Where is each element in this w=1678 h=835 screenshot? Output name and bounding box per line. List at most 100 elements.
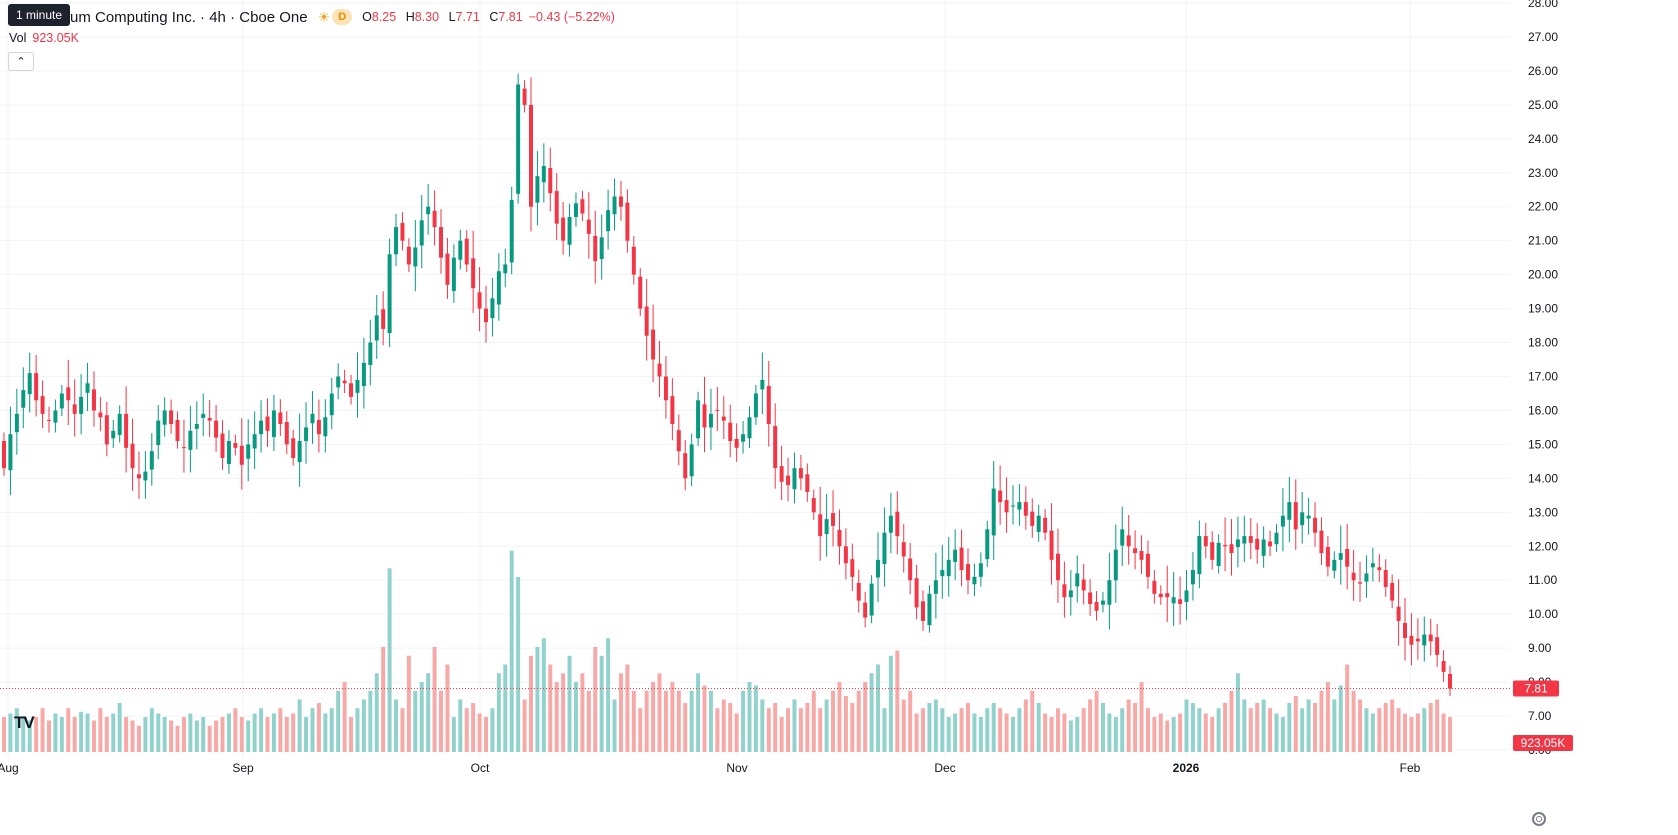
volume-bar — [1422, 708, 1427, 752]
volume-bar — [837, 682, 842, 752]
volume-bar — [702, 685, 707, 752]
volume-bar — [188, 713, 193, 752]
volume-bar — [1235, 673, 1240, 752]
volume-bar — [477, 713, 482, 752]
candle-body — [1036, 515, 1041, 533]
candle-body — [676, 430, 681, 452]
candle-body — [953, 549, 958, 562]
candle-body — [162, 410, 167, 425]
volume-bar — [451, 717, 456, 752]
volume-bar — [959, 708, 964, 752]
candle-body — [856, 582, 861, 601]
candle-body — [1068, 590, 1073, 598]
candle-body — [1171, 597, 1176, 604]
candle-body — [329, 393, 334, 416]
volume-bar — [46, 720, 51, 752]
volume-bar — [175, 725, 180, 752]
candle-body — [8, 434, 13, 471]
candle-body — [548, 168, 553, 194]
time-tick-label: Feb — [1400, 761, 1421, 775]
volume-bar — [760, 699, 765, 752]
candle-body — [567, 216, 572, 245]
price-tick-label: 15.00 — [1528, 437, 1558, 451]
settings-icon[interactable] — [1532, 812, 1546, 826]
volume-bar — [1319, 690, 1324, 752]
candle-body — [336, 376, 341, 388]
symbol-title[interactable]: um Computing Inc. · 4h · Cboe One — [70, 8, 308, 26]
volume-bar — [484, 717, 488, 752]
candle-body — [439, 227, 444, 258]
candle-body — [593, 235, 598, 262]
candle-body — [291, 438, 296, 458]
candle-body — [850, 559, 855, 577]
volume-bar — [908, 690, 913, 752]
volume-value: 923.05K — [32, 31, 79, 45]
volume-bar — [1030, 690, 1035, 752]
candle-body — [933, 580, 938, 594]
chevron-up-icon: ⌃ — [16, 56, 26, 68]
collapse-legend-button[interactable]: ⌃ — [8, 52, 34, 71]
volume-bar — [1210, 717, 1215, 752]
price-tick-label: 11.00 — [1528, 573, 1557, 587]
volume-bar — [1075, 717, 1080, 752]
volume-bar — [291, 713, 296, 752]
candle-body — [876, 559, 881, 578]
volume-bar — [387, 568, 392, 752]
candle-body — [1338, 553, 1343, 560]
candle-body — [1306, 515, 1311, 519]
volume-bar — [381, 647, 386, 752]
candle-body — [612, 196, 617, 215]
volume-bar — [991, 703, 996, 752]
candle-body — [104, 415, 109, 445]
volume-bar — [1396, 708, 1401, 752]
tradingview-logo[interactable]: TV — [14, 713, 35, 732]
volume-bar — [278, 708, 283, 752]
volume-bar — [708, 690, 713, 752]
candle-body — [1062, 584, 1067, 598]
volume-bar — [1068, 720, 1073, 752]
volume-bar — [406, 655, 411, 752]
candle-body — [715, 409, 720, 411]
candle-body — [670, 396, 675, 425]
last-price-tag — [1513, 680, 1559, 697]
candle-body — [606, 210, 611, 232]
sun-icon[interactable]: ☀ — [317, 8, 331, 25]
volume-bar — [921, 708, 926, 752]
price-axis[interactable]: 28.00 27.00 26.00 25.00 24.00 23.00 22.00 21.00… — [1528, 0, 1558, 757]
volume-bar — [567, 655, 572, 752]
volume-bar — [554, 682, 559, 752]
volume-bar — [130, 720, 135, 752]
candle-body — [882, 532, 887, 564]
candle-body — [458, 240, 463, 260]
volume-bar — [927, 703, 932, 752]
candle-body — [1030, 511, 1035, 526]
volume-bar — [400, 708, 405, 752]
volume-bar — [34, 717, 39, 752]
candle-body — [683, 453, 688, 479]
candle-body — [304, 427, 309, 442]
volume-legend[interactable]: Vol 923.05K — [9, 31, 79, 45]
candle-body — [445, 253, 450, 285]
price-tick-label: 27.00 — [1528, 30, 1558, 44]
volume-bar — [522, 699, 527, 752]
candle-body — [869, 583, 874, 616]
symbol-legend[interactable]: um Computing Inc. · 4h · Cboe One ☀ D O8… — [8, 6, 615, 28]
candle-body — [908, 558, 913, 581]
time-tick-label: Oct — [471, 761, 490, 775]
volume-bar — [104, 717, 109, 752]
data-badge[interactable]: D — [332, 9, 353, 25]
volume-bar — [1017, 708, 1022, 752]
time-axis[interactable]: Aug Sep Oct Nov Dec 2026 Feb — [0, 761, 1421, 775]
volume-bar — [1293, 696, 1298, 752]
candle-body — [1403, 623, 1408, 638]
volume-bar — [1377, 708, 1382, 752]
volume-bar — [541, 638, 546, 752]
volume-bar — [721, 699, 726, 752]
volume-bar — [1255, 703, 1260, 752]
candle-body — [214, 420, 219, 438]
volume-bar — [124, 717, 129, 752]
volume-bar — [747, 682, 752, 752]
volume-bar — [1287, 703, 1292, 752]
volume-bar — [876, 664, 881, 752]
